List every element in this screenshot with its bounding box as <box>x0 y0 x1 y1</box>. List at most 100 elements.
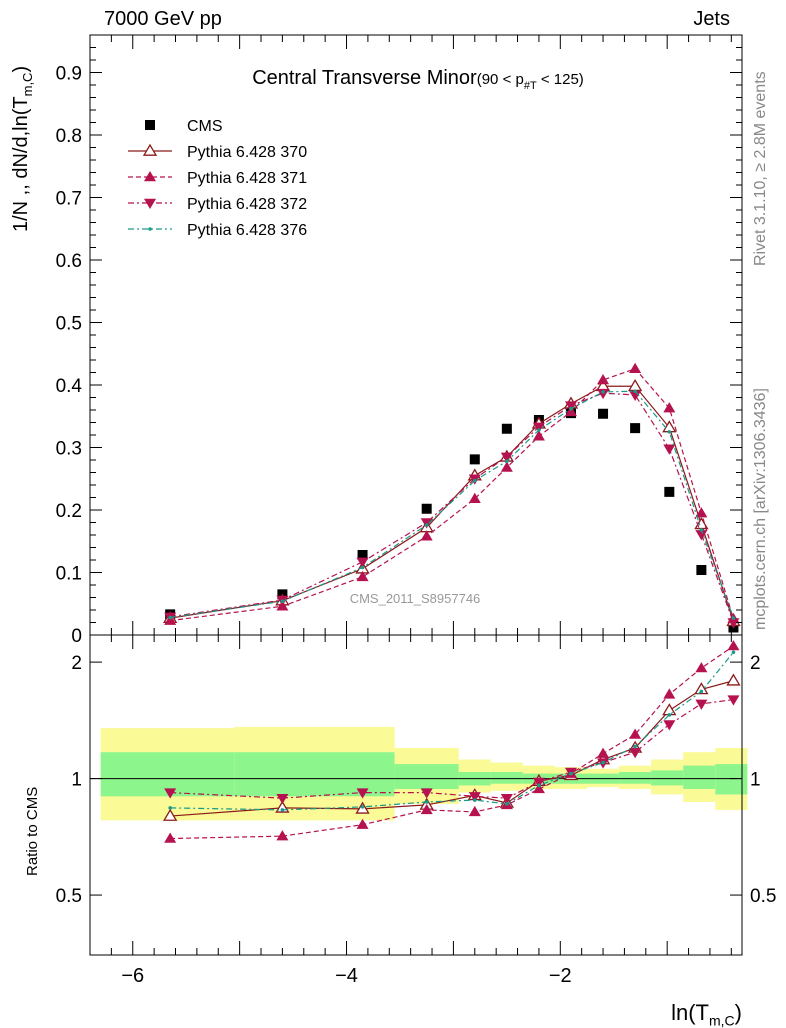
data-point <box>696 565 707 575</box>
legend: CMS Pythia 6.428 370 Pythia 6.428 371 Pythi… <box>128 118 307 239</box>
data-point <box>630 423 641 434</box>
y-tick-label: 0 <box>71 626 82 647</box>
ratio-point <box>694 682 709 695</box>
data-point <box>695 507 708 518</box>
x-axis-label: ln(Tm,C) <box>671 1000 742 1028</box>
legend-marker <box>145 120 155 130</box>
ratio-point <box>164 788 177 799</box>
ratio-point <box>360 805 365 809</box>
x-tick-label: −6 <box>121 965 144 987</box>
y-tick-label: 0.1 <box>56 564 82 585</box>
data-point <box>629 362 642 373</box>
ratio-point <box>695 662 708 673</box>
ratio-point <box>663 688 676 699</box>
y-tick-label: 0.4 <box>56 376 83 397</box>
ratio-point <box>629 728 642 739</box>
ratio-point <box>569 771 573 776</box>
y-tick-label: 0.5 <box>56 314 82 335</box>
ratio-point <box>356 788 369 799</box>
ratio-y-tick-label: 1 <box>71 770 82 791</box>
data-point <box>627 378 643 392</box>
ratio-point <box>726 673 741 686</box>
ratio-point <box>164 832 177 843</box>
series-line <box>170 385 735 622</box>
ratio-point <box>356 818 369 829</box>
data-point <box>601 390 605 394</box>
series-line <box>170 390 735 619</box>
data-point <box>360 565 365 570</box>
data-point <box>500 461 513 472</box>
data-point <box>356 557 369 568</box>
ratio-point <box>420 788 433 799</box>
ratio-point <box>532 777 545 788</box>
ratio-plot-series <box>163 640 741 843</box>
data-point <box>663 444 676 455</box>
legend-marker <box>144 198 156 209</box>
data-point <box>280 599 285 604</box>
y-tick-label: 0.2 <box>56 501 82 522</box>
ratio-point <box>500 793 513 805</box>
legend-label: CMS <box>187 118 223 135</box>
band-inner <box>619 771 652 784</box>
legend-label: Pythia 6.428 376 <box>187 222 307 239</box>
ratio-point <box>276 830 289 841</box>
band-inner <box>490 771 523 784</box>
ratio-point <box>695 699 708 710</box>
ratio-y-tick-label-right: 1 <box>750 770 761 791</box>
legend-marker <box>148 227 152 231</box>
legend-label: Pythia 6.428 372 <box>187 196 307 213</box>
ratio-point <box>280 808 285 812</box>
ratio-point <box>601 760 605 765</box>
ratio-point <box>532 782 545 794</box>
header-energy-label: 7000 GeV pp <box>104 8 222 30</box>
ratio-point <box>662 703 677 716</box>
y-tick-label: 0.8 <box>56 126 82 147</box>
series-line <box>170 368 735 622</box>
data-point <box>667 430 672 434</box>
ratio-point <box>633 744 637 749</box>
ratio-point <box>472 798 477 802</box>
y-tick-label: 0.9 <box>56 64 82 85</box>
legend-label: Pythia 6.428 370 <box>187 144 307 161</box>
data-point <box>357 550 368 560</box>
data-point <box>731 616 736 620</box>
ratio-point <box>727 640 740 651</box>
data-point <box>537 428 541 432</box>
ratio-point <box>629 747 642 759</box>
data-point <box>598 408 609 419</box>
data-point <box>597 388 610 400</box>
plot-title: Central Transverse Minor(90 < p#T < 125) <box>252 67 584 92</box>
data-point <box>356 570 369 582</box>
ratio-point <box>168 806 172 810</box>
data-point <box>505 459 509 464</box>
data-point <box>500 452 513 463</box>
legend-marker <box>142 143 158 156</box>
legend-marker <box>144 171 156 182</box>
ratio-point <box>420 803 433 815</box>
ratio-point <box>163 808 178 821</box>
data-point <box>695 530 708 541</box>
axes: 0 0.1 0.2 0.3 0.4 0.5 0.6 0.7 0.8 0.9 −6 −4 −2 0.5 0.5… <box>56 34 776 987</box>
ratio-y-tick-label: 0.5 <box>56 886 82 907</box>
data-point <box>532 422 545 433</box>
band-inner <box>234 752 331 797</box>
ratio-point <box>667 713 672 717</box>
ratio-point <box>505 802 509 806</box>
data-point <box>468 492 481 503</box>
ratio-y-tick-label: 2 <box>71 653 82 674</box>
ratio-point <box>424 800 429 804</box>
ratio-point <box>699 689 704 694</box>
data-point <box>472 478 477 483</box>
data-point <box>420 530 433 541</box>
analysis-watermark: CMS_2011_S8957746 <box>350 591 481 606</box>
band-inner <box>683 765 716 789</box>
data-point <box>629 390 642 401</box>
y-tick-label: 0.3 <box>56 439 82 460</box>
data-point <box>501 423 512 434</box>
ratio-point <box>727 695 740 706</box>
data-point <box>424 523 429 527</box>
band-inner <box>651 770 684 786</box>
ratio-point <box>276 793 289 805</box>
ratio-point <box>468 792 481 803</box>
